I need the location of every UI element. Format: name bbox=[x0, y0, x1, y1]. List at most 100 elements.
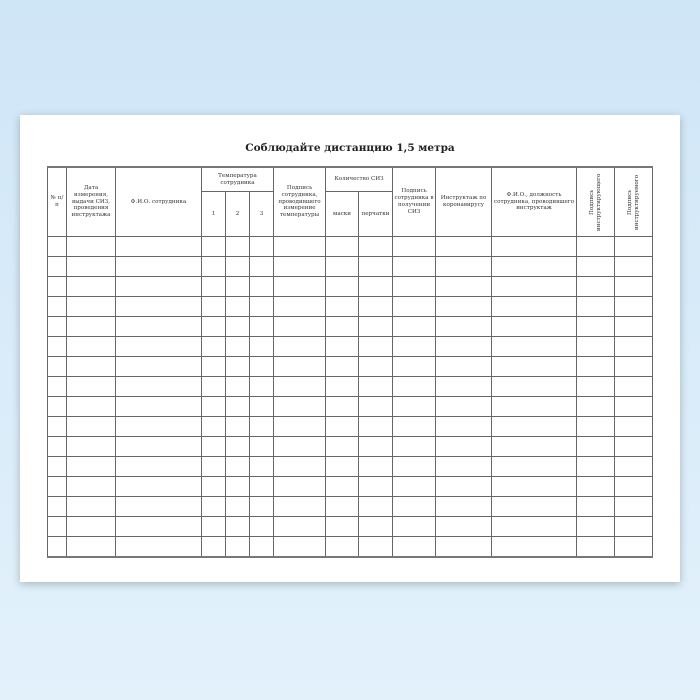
table-cell[interactable] bbox=[435, 336, 493, 357]
table-cell[interactable] bbox=[491, 396, 578, 417]
table-cell[interactable] bbox=[273, 516, 327, 537]
table-cell[interactable] bbox=[225, 296, 250, 317]
table-cell[interactable] bbox=[358, 456, 394, 477]
table-cell[interactable] bbox=[201, 376, 226, 397]
table-cell[interactable] bbox=[325, 276, 360, 297]
table-cell[interactable] bbox=[66, 436, 116, 457]
table-cell[interactable] bbox=[66, 276, 116, 297]
table-cell[interactable] bbox=[273, 456, 327, 477]
table-cell[interactable] bbox=[435, 296, 493, 317]
table-cell[interactable] bbox=[358, 296, 394, 317]
table-cell[interactable] bbox=[115, 236, 202, 257]
table-cell[interactable] bbox=[273, 416, 327, 437]
table-cell[interactable] bbox=[273, 436, 327, 457]
table-cell[interactable] bbox=[491, 456, 578, 477]
table-cell[interactable] bbox=[614, 336, 654, 357]
table-cell[interactable] bbox=[115, 276, 202, 297]
table-cell[interactable] bbox=[576, 356, 616, 377]
table-cell[interactable] bbox=[392, 256, 437, 277]
table-cell[interactable] bbox=[435, 276, 493, 297]
table-cell[interactable] bbox=[576, 336, 616, 357]
table-cell[interactable] bbox=[325, 396, 360, 417]
table-cell[interactable] bbox=[201, 296, 226, 317]
table-cell[interactable] bbox=[225, 516, 250, 537]
table-cell[interactable] bbox=[358, 236, 394, 257]
table-cell[interactable] bbox=[66, 356, 116, 377]
table-cell[interactable] bbox=[614, 496, 654, 517]
table-cell[interactable] bbox=[435, 236, 493, 257]
table-cell[interactable] bbox=[66, 316, 116, 337]
table-cell[interactable] bbox=[576, 316, 616, 337]
table-cell[interactable] bbox=[47, 296, 67, 317]
table-cell[interactable] bbox=[201, 256, 226, 277]
table-cell[interactable] bbox=[576, 456, 616, 477]
table-cell[interactable] bbox=[115, 376, 202, 397]
table-cell[interactable] bbox=[115, 336, 202, 357]
table-cell[interactable] bbox=[248, 356, 275, 377]
table-cell[interactable] bbox=[392, 496, 437, 517]
table-cell[interactable] bbox=[248, 276, 275, 297]
table-cell[interactable] bbox=[47, 376, 67, 397]
table-cell[interactable] bbox=[248, 496, 275, 517]
table-cell[interactable] bbox=[392, 276, 437, 297]
table-cell[interactable] bbox=[273, 536, 327, 558]
table-cell[interactable] bbox=[66, 396, 116, 417]
table-cell[interactable] bbox=[201, 396, 226, 417]
table-cell[interactable] bbox=[47, 276, 67, 297]
table-cell[interactable] bbox=[325, 376, 360, 397]
table-cell[interactable] bbox=[358, 416, 394, 437]
table-cell[interactable] bbox=[248, 416, 275, 437]
table-cell[interactable] bbox=[248, 436, 275, 457]
table-cell[interactable] bbox=[576, 236, 616, 257]
table-cell[interactable] bbox=[358, 436, 394, 457]
table-cell[interactable] bbox=[225, 276, 250, 297]
table-cell[interactable] bbox=[47, 496, 67, 517]
table-cell[interactable] bbox=[273, 256, 327, 277]
table-cell[interactable] bbox=[614, 456, 654, 477]
table-cell[interactable] bbox=[614, 236, 654, 257]
table-cell[interactable] bbox=[325, 336, 360, 357]
table-cell[interactable] bbox=[325, 456, 360, 477]
table-cell[interactable] bbox=[225, 396, 250, 417]
table-cell[interactable] bbox=[325, 496, 360, 517]
table-cell[interactable] bbox=[273, 316, 327, 337]
table-cell[interactable] bbox=[225, 376, 250, 397]
table-cell[interactable] bbox=[273, 336, 327, 357]
table-cell[interactable] bbox=[392, 516, 437, 537]
table-cell[interactable] bbox=[47, 436, 67, 457]
table-cell[interactable] bbox=[273, 376, 327, 397]
table-cell[interactable] bbox=[435, 316, 493, 337]
table-cell[interactable] bbox=[66, 476, 116, 497]
table-cell[interactable] bbox=[47, 356, 67, 377]
table-cell[interactable] bbox=[358, 376, 394, 397]
table-cell[interactable] bbox=[435, 356, 493, 377]
table-cell[interactable] bbox=[201, 236, 226, 257]
table-cell[interactable] bbox=[201, 336, 226, 357]
table-cell[interactable] bbox=[325, 296, 360, 317]
table-cell[interactable] bbox=[248, 456, 275, 477]
table-cell[interactable] bbox=[248, 376, 275, 397]
table-cell[interactable] bbox=[201, 476, 226, 497]
table-cell[interactable] bbox=[225, 356, 250, 377]
table-cell[interactable] bbox=[491, 516, 578, 537]
table-cell[interactable] bbox=[273, 476, 327, 497]
table-cell[interactable] bbox=[325, 436, 360, 457]
table-cell[interactable] bbox=[491, 256, 578, 277]
table-cell[interactable] bbox=[47, 416, 67, 437]
table-cell[interactable] bbox=[201, 496, 226, 517]
table-cell[interactable] bbox=[614, 536, 654, 558]
table-cell[interactable] bbox=[273, 356, 327, 377]
table-cell[interactable] bbox=[225, 336, 250, 357]
table-cell[interactable] bbox=[491, 496, 578, 517]
table-cell[interactable] bbox=[491, 536, 578, 558]
table-cell[interactable] bbox=[614, 356, 654, 377]
table-cell[interactable] bbox=[47, 396, 67, 417]
table-cell[interactable] bbox=[201, 536, 226, 558]
table-cell[interactable] bbox=[66, 336, 116, 357]
table-cell[interactable] bbox=[614, 476, 654, 497]
table-cell[interactable] bbox=[201, 516, 226, 537]
table-cell[interactable] bbox=[576, 536, 616, 558]
table-cell[interactable] bbox=[576, 416, 616, 437]
table-cell[interactable] bbox=[115, 536, 202, 558]
table-cell[interactable] bbox=[491, 316, 578, 337]
